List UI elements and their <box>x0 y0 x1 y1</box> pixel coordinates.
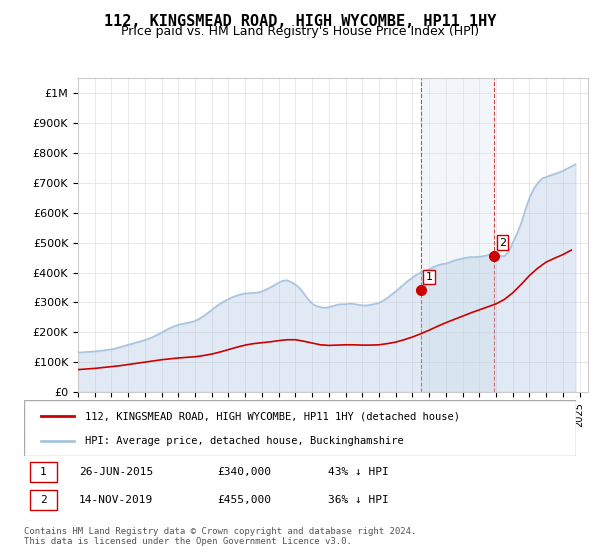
Text: 1: 1 <box>425 272 433 282</box>
FancyBboxPatch shape <box>29 462 57 482</box>
FancyBboxPatch shape <box>29 490 57 510</box>
Text: 26-JUN-2015: 26-JUN-2015 <box>79 467 154 477</box>
Text: Price paid vs. HM Land Registry's House Price Index (HPI): Price paid vs. HM Land Registry's House … <box>121 25 479 38</box>
Text: Contains HM Land Registry data © Crown copyright and database right 2024.
This d: Contains HM Land Registry data © Crown c… <box>24 526 416 546</box>
FancyBboxPatch shape <box>24 400 576 456</box>
Text: HPI: Average price, detached house, Buckinghamshire: HPI: Average price, detached house, Buck… <box>85 436 403 446</box>
Text: £455,000: £455,000 <box>217 495 271 505</box>
Text: 112, KINGSMEAD ROAD, HIGH WYCOMBE, HP11 1HY: 112, KINGSMEAD ROAD, HIGH WYCOMBE, HP11 … <box>104 14 496 29</box>
Text: 2: 2 <box>40 495 47 505</box>
Text: 36% ↓ HPI: 36% ↓ HPI <box>328 495 388 505</box>
Text: 2: 2 <box>499 237 506 248</box>
Text: £340,000: £340,000 <box>217 467 271 477</box>
Text: 112, KINGSMEAD ROAD, HIGH WYCOMBE, HP11 1HY (detached house): 112, KINGSMEAD ROAD, HIGH WYCOMBE, HP11 … <box>85 411 460 421</box>
Bar <box>421 78 494 392</box>
Text: 43% ↓ HPI: 43% ↓ HPI <box>328 467 388 477</box>
Text: 14-NOV-2019: 14-NOV-2019 <box>79 495 154 505</box>
Text: 1: 1 <box>40 467 47 477</box>
